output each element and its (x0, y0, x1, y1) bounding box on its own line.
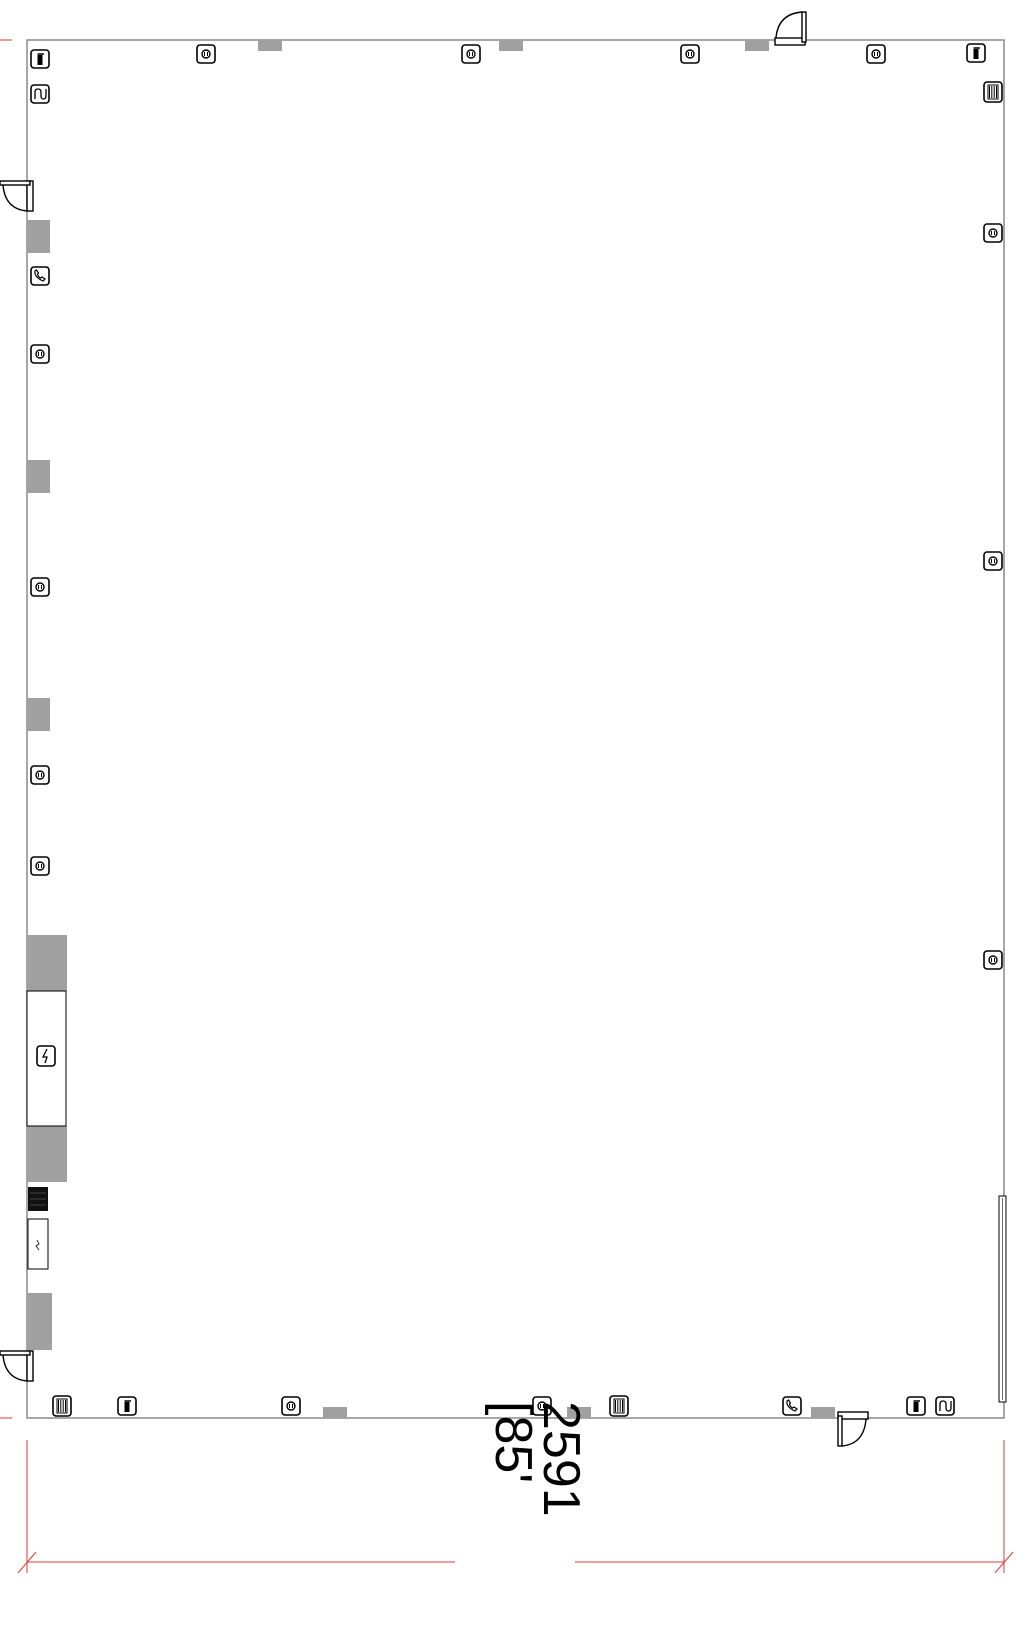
bottom-column-3 (811, 1407, 835, 1418)
extinguishers (30, 43, 986, 1416)
radiator-icon (983, 81, 1003, 103)
dimension-secondary: [85' (484, 1401, 542, 1484)
outlet-icon (983, 223, 1003, 243)
floor-plan (0, 11, 1014, 1573)
room-outline (26, 39, 1005, 1419)
top-column-2 (499, 40, 523, 51)
door-top (774, 11, 807, 46)
door-bottom (837, 1411, 869, 1447)
outlet-icon (30, 765, 50, 785)
outlet-icon (983, 551, 1003, 571)
outlet-icon (30, 577, 50, 597)
extinguisher-icon (906, 1396, 926, 1416)
top-column-3 (745, 40, 769, 51)
top-column-1 (258, 40, 282, 51)
hose-icon (30, 84, 50, 104)
electric-panel-icon (36, 1045, 56, 1067)
left-column-6 (27, 1293, 52, 1350)
phones (30, 266, 802, 1416)
radiator-icon (52, 1395, 72, 1417)
outlet-icon (281, 1396, 301, 1416)
door-left-lower (0, 1350, 34, 1382)
extinguisher-icon (966, 43, 986, 63)
radiator-icon (609, 1395, 629, 1417)
wall-columns (27, 40, 835, 1418)
hose-icon (935, 1396, 955, 1416)
outlet-icon (30, 856, 50, 876)
left-column-4 (27, 935, 67, 991)
phone-icon (30, 266, 50, 286)
left-column-5 (27, 1126, 67, 1182)
dimension-lines (0, 39, 1014, 1573)
outlet-icon (461, 44, 481, 64)
phone-icon (782, 1396, 802, 1416)
radiators (52, 81, 1003, 1417)
outlets (30, 44, 1003, 1416)
extinguisher-icon (30, 49, 50, 69)
extinguisher-icon (117, 1396, 137, 1416)
outlet-icon (680, 44, 700, 64)
outlet-icon (196, 44, 216, 64)
hoses (30, 84, 955, 1416)
door-left-upper (0, 180, 34, 212)
left-column-2 (27, 460, 50, 493)
left-column-3 (27, 698, 50, 731)
equipment-box-mark (35, 1239, 40, 1251)
outlet-icon (983, 950, 1003, 970)
bottom-column-2 (567, 1407, 591, 1418)
dimension-label: 2591 [85' (484, 1401, 590, 1631)
outlet-icon (30, 344, 50, 364)
dimension-primary: 2591 (532, 1401, 590, 1517)
equipment-box (27, 1218, 49, 1270)
left-column-1 (27, 220, 50, 253)
control-panel-lines (30, 1192, 46, 1206)
outlet-icon (866, 44, 886, 64)
bottom-column-1 (323, 1407, 347, 1418)
